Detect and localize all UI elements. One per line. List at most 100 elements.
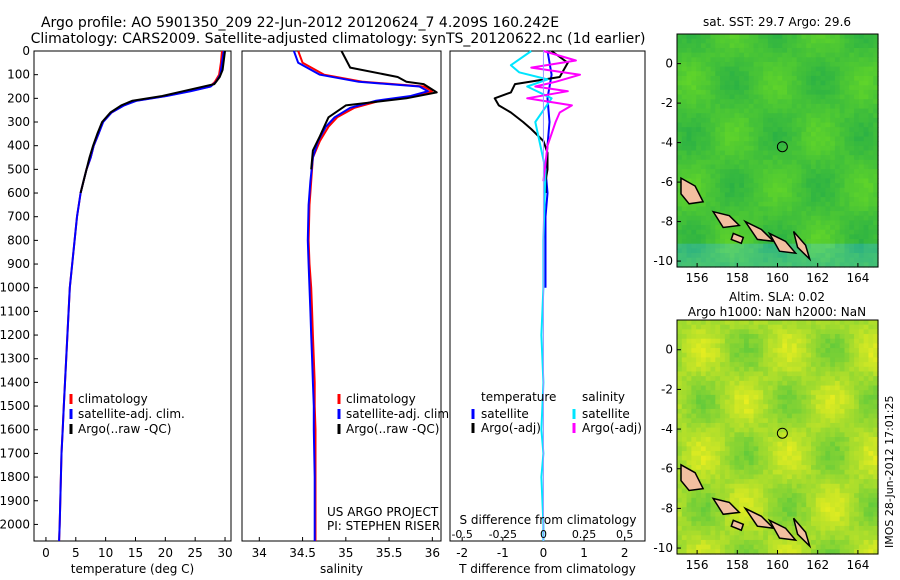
sla-map-heatmap-cell	[787, 390, 793, 396]
sla-map-heatmap-cell	[777, 437, 783, 443]
sst-map-heatmap-cell	[849, 243, 855, 249]
sla-map-heatmap-cell	[801, 404, 807, 410]
sla-map-heatmap-cell	[791, 549, 798, 555]
sla-map-heatmap-cell	[772, 376, 779, 382]
sla-map-heatmap-cell	[734, 441, 740, 447]
temperature-panel: 0 5 10 15 20 25 300100200300400500600700800900…	[0, 44, 233, 576]
sst-map-heatmap-cell	[677, 103, 683, 110]
temperature-xtick-label: 0	[42, 546, 50, 560]
sla-map-heatmap-cell	[854, 366, 860, 373]
sst-map-heatmap-cell	[710, 164, 716, 170]
sst-map-heatmap-cell	[863, 173, 870, 180]
sla-map-heatmap-cell	[825, 324, 831, 330]
sla-map-heatmap-cell	[839, 530, 846, 536]
sla-map-heatmap-cell	[801, 366, 807, 373]
sst-map-heatmap-cell	[787, 34, 793, 40]
sst-map-heatmap-cell	[734, 34, 740, 40]
sla-map-heatmap-cell	[720, 460, 726, 466]
sla-map-heatmap-cell	[777, 539, 783, 546]
sst-map-heatmap-cell	[696, 75, 702, 82]
sla-map-heatmap-cell	[758, 390, 764, 396]
sst-map-heatmap-cell	[700, 192, 707, 198]
sla-map-heatmap-cell	[739, 408, 745, 415]
sla-map-heatmap-cell	[724, 348, 731, 354]
sla-map-heatmap-cell	[763, 371, 769, 377]
sst-map-heatmap-cell	[811, 108, 817, 114]
sla-map-heatmap-cell	[839, 446, 846, 452]
sla-map-heatmap-cell	[873, 432, 879, 438]
sst-map-heatmap-cell	[729, 103, 736, 110]
sst-map-heatmap-cell	[820, 80, 826, 86]
sst-map-heatmap-cell	[724, 80, 731, 86]
sst-map-heatmap-cell	[686, 150, 692, 156]
sst-map-heatmap-cell	[782, 47, 788, 54]
sla-map-heatmap-cell	[830, 493, 836, 499]
sst-map-heatmap-cell	[863, 201, 870, 208]
sst-map-heatmap-cell	[849, 141, 855, 147]
sst-map-heatmap-cell	[868, 103, 874, 110]
sla-map-heatmap-cell	[710, 380, 716, 387]
sla-map-heatmap-cell	[734, 357, 740, 363]
sst-map-heatmap-cell	[758, 52, 764, 58]
sla-map-heatmap-cell	[681, 455, 688, 461]
sla-map-heatmap-cell	[782, 474, 788, 480]
sla-map-heatmap-cell	[791, 502, 798, 508]
sst-map-heatmap-cell	[700, 206, 707, 212]
sla-map-heatmap-cell	[758, 329, 764, 335]
sla-map-heatmap-cell	[815, 549, 822, 555]
diff-top-tick-label: 0	[540, 528, 547, 541]
sst-map-heatmap-cell	[748, 234, 755, 240]
sla-map-heatmap-cell	[681, 329, 688, 335]
sst-map-heatmap-cell	[834, 262, 841, 268]
sla-map-heatmap-cell	[834, 385, 841, 391]
sla-map-heatmap-cell	[686, 507, 692, 513]
sst-map-heatmap-cell	[782, 187, 788, 194]
sla-map-heatmap-cell	[705, 362, 712, 368]
sst-map-heatmap-cell	[705, 52, 712, 58]
sst-map-heatmap-cell	[834, 136, 841, 142]
sst-map-heatmap-cell	[758, 155, 764, 161]
temperature-ytick-label: 0	[22, 44, 30, 58]
temperature-ytick-label: 1500	[0, 399, 30, 413]
sla-map-heatmap-cell	[844, 422, 850, 429]
sla-map-heatmap-cell	[729, 530, 736, 536]
sst-map-heatmap-cell	[825, 239, 831, 245]
sla-map-island	[711, 497, 741, 516]
sst-map-heatmap-cell	[873, 178, 879, 184]
sst-map-heatmap-cell	[801, 169, 807, 175]
sst-map-heatmap-cell	[720, 122, 726, 128]
sst-map-heatmap-cell	[696, 99, 702, 105]
sst-map-heatmap-cell	[858, 122, 865, 128]
sla-map-heatmap-cell	[863, 483, 870, 490]
sla-map-heatmap-cell	[782, 521, 788, 527]
sst-map-heatmap-cell	[868, 85, 874, 91]
sla-map-heatmap-cell	[868, 432, 874, 438]
sla-map-heatmap-cell	[729, 357, 736, 363]
sst-map-heatmap-cell	[767, 155, 774, 161]
sst-map-heatmap-cell	[734, 155, 740, 161]
sst-map-heatmap-cell	[796, 197, 803, 203]
sla-map-heatmap-cell	[729, 343, 736, 349]
sla-map-heatmap-cell	[677, 539, 683, 546]
sst-map-heatmap-cell	[825, 103, 831, 110]
sst-map-heatmap-cell	[748, 178, 755, 184]
sst-map-heatmap-cell	[858, 225, 865, 231]
sst-map-heatmap-cell	[791, 131, 798, 138]
sla-map-heatmap-cell	[677, 348, 683, 354]
sst-map-heatmap-cell	[854, 169, 860, 175]
sst-map-heatmap-cell	[863, 136, 870, 142]
sla-map-heatmap-cell	[739, 549, 745, 555]
salinity-xtick-label: 34	[252, 546, 267, 560]
sst-map-heatmap-cell	[787, 99, 793, 105]
sst-map-heatmap-cell	[744, 169, 750, 175]
sla-map-heatmap-cell	[830, 465, 836, 471]
sla-map-heatmap-cell	[825, 357, 831, 363]
sla-map-heatmap-cell	[839, 525, 846, 532]
sla-map-heatmap-cell	[767, 549, 774, 555]
sst-map-heatmap-cell	[696, 113, 702, 119]
sla-map-heatmap-cell	[724, 544, 731, 550]
sst-map-heatmap-cell	[844, 211, 850, 217]
sst-map-heatmap-cell	[787, 89, 793, 96]
sst-map-heatmap-cell	[681, 155, 688, 161]
sla-map-heatmap-cell	[873, 329, 879, 335]
